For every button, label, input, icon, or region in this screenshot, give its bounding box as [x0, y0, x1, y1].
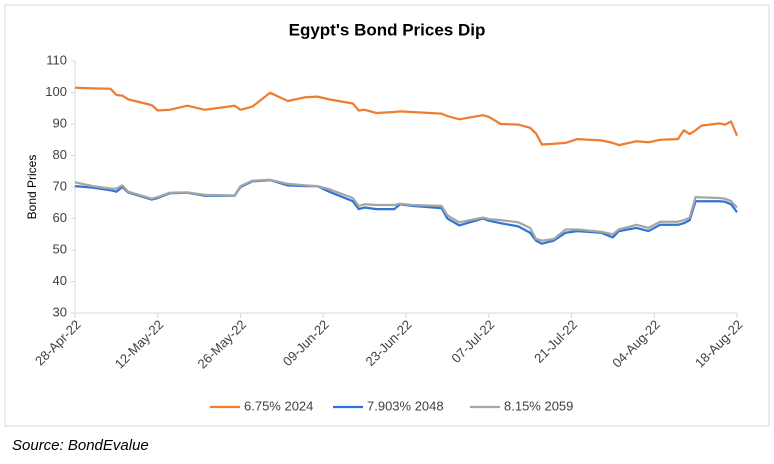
series-line — [74, 86, 739, 147]
y-tick-label: 100 — [45, 84, 67, 99]
legend-label: 8.15% 2059 — [504, 398, 573, 413]
legend-label: 6.75% 2024 — [244, 398, 313, 413]
y-tick-label: 30 — [53, 304, 67, 319]
y-axis-title: Bond Prices — [25, 155, 39, 220]
y-tick-label: 60 — [53, 210, 67, 225]
y-tick-label: 40 — [53, 273, 67, 288]
chart-border — [4, 4, 770, 427]
y-tick-label: 80 — [53, 147, 67, 162]
y-tick-label: 110 — [46, 52, 67, 67]
y-tick-label: 90 — [53, 115, 67, 130]
source-note: Source: BondEvalue — [12, 437, 149, 454]
legend-label: 7.903% 2048 — [367, 398, 444, 413]
y-tick-label: 70 — [53, 178, 67, 193]
y-tick-label: 50 — [53, 241, 67, 256]
series-line — [74, 178, 738, 242]
chart-title: Egypt's Bond Prices Dip — [289, 20, 486, 39]
